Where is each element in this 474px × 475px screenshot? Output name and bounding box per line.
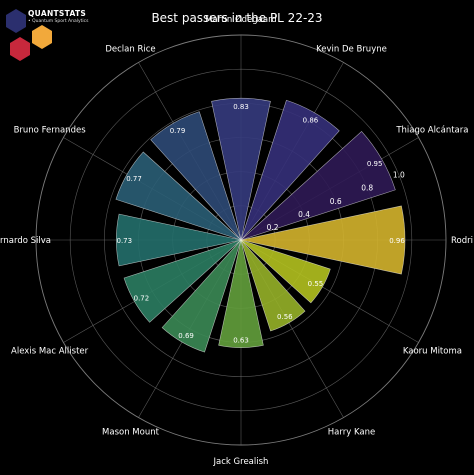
- radial-tick-label: 0.6: [330, 197, 342, 206]
- bar: [240, 99, 340, 241]
- bar: [123, 239, 242, 323]
- radial-tick-label: 0.8: [361, 184, 373, 193]
- radial-tick-labels: 0.2 0.4 0.6 0.8 1.0: [267, 171, 405, 232]
- bar: [240, 239, 331, 304]
- value-label: 0.77: [126, 175, 142, 183]
- value-label: 0.63: [233, 337, 249, 345]
- category-labels: Rodri Thiago Alcántara Kevin De Bruyne Mart…: [0, 14, 473, 467]
- quantstats-logo: [2, 8, 92, 64]
- brand-tagline: • Quantum Sport Analytics: [28, 19, 89, 24]
- value-label: 0.55: [308, 280, 324, 288]
- value-label: 0.83: [233, 103, 249, 111]
- value-label: 0.86: [303, 117, 319, 125]
- category-label: Kaoru Mitoma: [403, 347, 462, 357]
- category-label: Kevin De Bruyne: [316, 45, 387, 55]
- category-label: Thiago Alcántara: [395, 126, 468, 136]
- radial-tick-label: 0.2: [267, 223, 279, 232]
- bar: [115, 213, 242, 267]
- bar: [240, 130, 396, 241]
- category-label: Mason Mount: [102, 427, 160, 437]
- category-label: Declan Rice: [105, 45, 155, 55]
- bar: [211, 97, 271, 241]
- category-label: Bruno Fernandes: [14, 126, 87, 136]
- category-label: Jack Grealish: [213, 457, 269, 467]
- bar: [240, 239, 306, 332]
- value-label: 0.72: [134, 295, 150, 303]
- chart-title: Best passers in the PL 22-23: [151, 11, 322, 25]
- value-label: 0.79: [170, 127, 186, 135]
- bar-series: [115, 97, 406, 353]
- value-label: 0.69: [178, 332, 194, 340]
- bar: [115, 151, 242, 241]
- value-labels: 0.96 0.95 0.86 0.83 0.79 0.77 0.73 0.72 0.69 0.63…: [116, 103, 405, 344]
- hexagon-logo-icon: [6, 9, 52, 61]
- value-label: 0.95: [367, 160, 383, 168]
- bar: [240, 205, 406, 275]
- bar: [218, 239, 264, 348]
- category-label: Alexis Mac Allister: [11, 347, 89, 357]
- value-label: 0.73: [116, 237, 132, 245]
- value-label: 0.56: [277, 313, 293, 321]
- value-label: 0.96: [389, 237, 405, 245]
- bar: [161, 239, 242, 353]
- radial-tick-label: 0.4: [298, 210, 310, 219]
- category-label: Martin Ødegaard: [205, 14, 277, 25]
- category-label: Rodri: [451, 236, 473, 246]
- bar: [150, 111, 242, 241]
- category-label: Bernardo Silva: [0, 236, 51, 246]
- brand-name: QUANTSTATS: [28, 9, 87, 18]
- category-label: Harry Kane: [328, 427, 375, 437]
- radial-tick-label: 1.0: [393, 171, 405, 180]
